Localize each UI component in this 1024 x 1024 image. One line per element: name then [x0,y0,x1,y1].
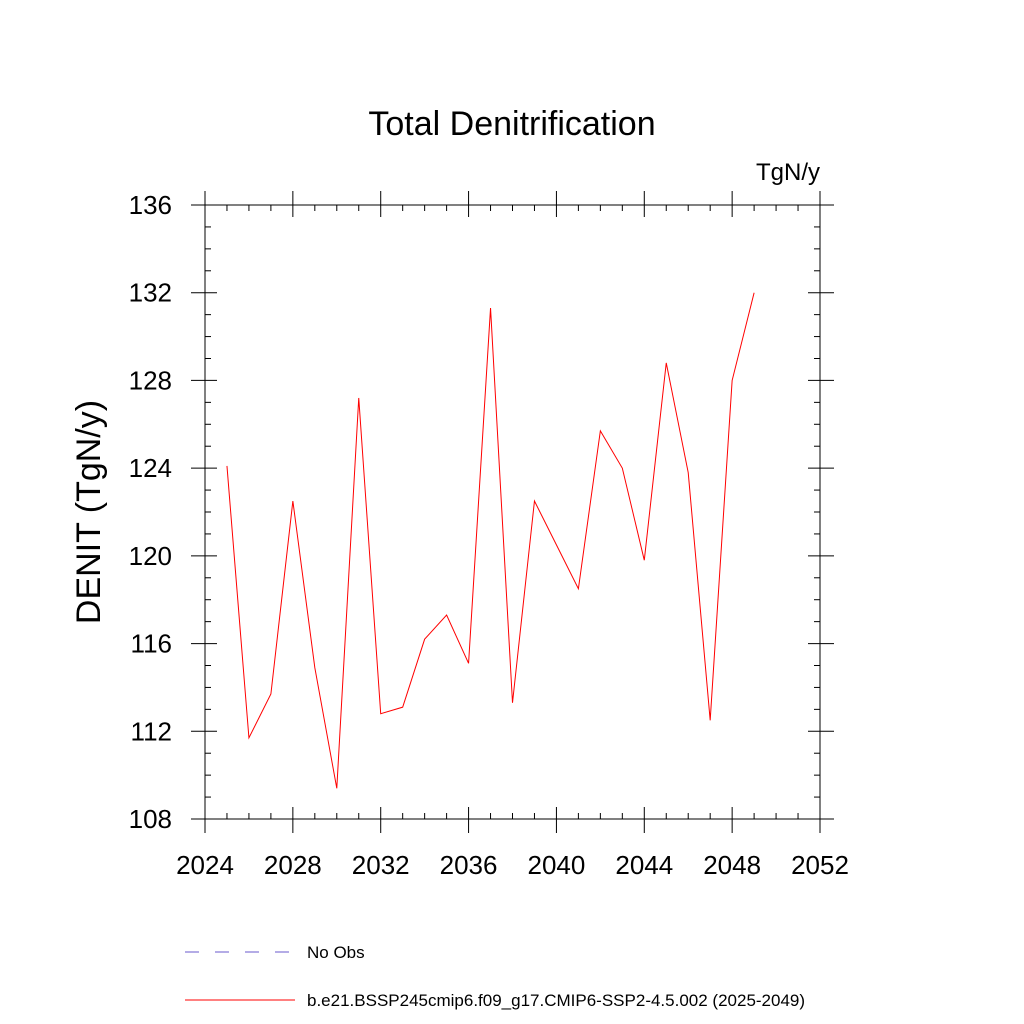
x-tick-label: 2040 [528,850,586,880]
x-tick-label: 2052 [791,850,849,880]
x-tick-label: 2048 [703,850,761,880]
x-tick-label: 2036 [440,850,498,880]
y-tick-label: 120 [129,541,172,571]
x-tick-label: 2032 [352,850,410,880]
legend-label-no-obs: No Obs [307,943,365,962]
x-tick-label: 2028 [264,850,322,880]
y-tick-label: 128 [129,365,172,395]
units-label: TgN/y [756,159,820,186]
y-tick-label: 124 [129,453,172,483]
y-axis-title: DENIT (TgN/y) [70,400,108,624]
series-line-0 [226,292,755,789]
legend: No Obs b.e21.BSSP245cmip6.f09_g17.CMIP6-… [185,943,805,1010]
y-tick-label: 136 [129,190,172,220]
axes: 2024 2028 2032 2036 2040 2044 2048 2052 108 112 11… [129,190,849,880]
y-tick-label: 132 [129,278,172,308]
legend-label-series: b.e21.BSSP245cmip6.f09_g17.CMIP6-SSP2-4.… [307,991,805,1010]
x-tick-label: 2044 [615,850,673,880]
chart-title: Total Denitrification [368,105,655,143]
plot-frame [204,204,821,820]
x-tick-label: 2024 [176,850,234,880]
series-group [226,292,755,789]
y-tick-label: 116 [131,629,172,659]
y-tick-label: 108 [129,804,172,834]
y-tick-label: 112 [131,716,172,746]
